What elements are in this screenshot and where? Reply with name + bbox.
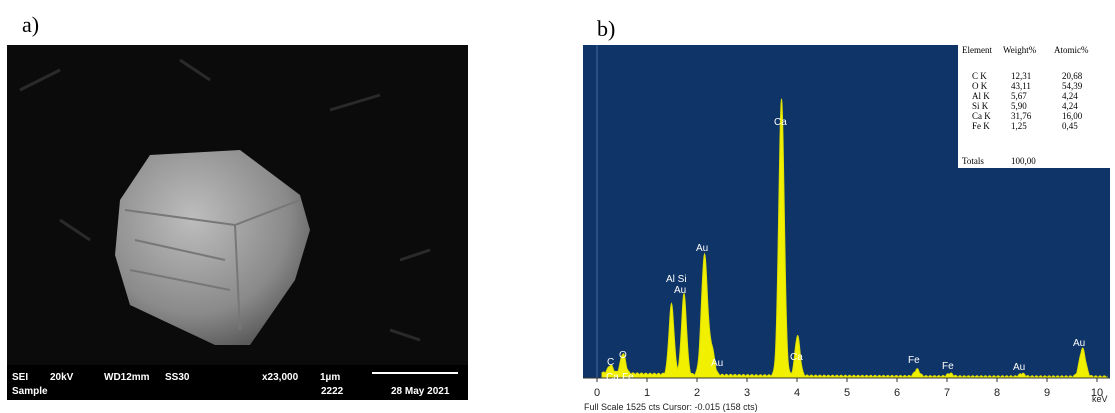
table-total: Totals <box>962 156 984 166</box>
table-cell: 31,76 <box>1011 111 1032 121</box>
info-bar <box>7 365 468 400</box>
table-cell: 5,90 <box>1011 101 1027 111</box>
table-cell: 20,68 <box>1062 71 1083 81</box>
spectrum <box>601 98 1108 379</box>
table-header: Atomic% <box>1054 45 1089 55</box>
x-tick-label: 6 <box>894 387 900 399</box>
table-cell: 0,45 <box>1062 121 1078 131</box>
info-text: 28 May 2021 <box>391 386 450 397</box>
info-text: SS30 <box>165 372 190 383</box>
peak-label: Au <box>696 243 708 254</box>
table-cell: 4,24 <box>1062 91 1078 101</box>
result-table <box>958 45 1110 168</box>
info-text: 2222 <box>321 386 344 397</box>
peak-label: Au <box>711 358 723 369</box>
peak-label: Al Si <box>666 274 687 285</box>
table-cell: 12,31 <box>1011 71 1031 81</box>
peak-label: Ca <box>790 352 803 363</box>
table-cell: 16,00 <box>1062 111 1083 121</box>
peak-label: C <box>607 357 614 368</box>
peak-label: Au <box>1073 338 1085 349</box>
info-text: x23,000 <box>262 372 299 383</box>
crystal-edges <box>124 199 301 331</box>
table-total: 100,00 <box>1011 156 1036 166</box>
x-unit: keV <box>1092 394 1108 404</box>
x-tick-label: 9 <box>1044 387 1050 399</box>
x-tick-label: 0 <box>594 387 600 399</box>
status-line: Full Scale 1525 cts Cursor: -0.015 (158 … <box>584 402 758 412</box>
peak-label: Fe <box>942 361 954 372</box>
table-cell: C K <box>972 71 987 81</box>
table-cell: 54,39 <box>1062 81 1083 91</box>
x-tick-label: 1 <box>644 387 650 399</box>
table-cell: Al K <box>972 91 990 101</box>
peak-label: Fe <box>625 387 637 398</box>
x-tick-label: 3 <box>744 387 750 399</box>
info-text: Sample <box>12 386 48 397</box>
peak-label: O <box>619 350 627 361</box>
table-cell: 4,24 <box>1062 101 1078 111</box>
x-tick-label: 10 <box>1091 387 1103 399</box>
info-text: 20kV <box>50 372 74 383</box>
background-texture <box>19 58 431 342</box>
info-text: WD12mm <box>104 372 150 383</box>
info-text: SEI <box>12 372 28 383</box>
table-cell: O K <box>972 81 988 91</box>
table-cell: Ca K <box>972 111 991 121</box>
table-cell: Si K <box>972 101 989 111</box>
peak-label: Fe <box>622 372 634 383</box>
table-cell: 1,25 <box>1011 121 1027 131</box>
info-text: 1µm <box>320 372 340 383</box>
peak-label: Ca <box>774 117 787 128</box>
panel-label: a) <box>22 12 39 37</box>
peak-label: Ca <box>606 372 619 383</box>
crystal <box>115 150 310 345</box>
x-tick-label: 5 <box>844 387 850 399</box>
x-tick-label: 4 <box>794 387 800 399</box>
peak-label: Au <box>1013 362 1025 373</box>
table-cell: 5,67 <box>1011 91 1027 101</box>
table-header: Weight% <box>1003 45 1037 55</box>
table-cell: Fe K <box>972 121 990 131</box>
peak-label: Au <box>674 285 686 296</box>
peak-label: Ca <box>608 386 621 397</box>
x-tick-label: 8 <box>994 387 1000 399</box>
table-header: Element <box>962 45 992 55</box>
panel-label: b) <box>597 16 615 41</box>
x-tick-label: 7 <box>944 387 950 399</box>
table-cell: 43,11 <box>1011 81 1031 91</box>
x-tick-label: 2 <box>694 387 700 399</box>
peak-label: Fe <box>908 355 920 366</box>
